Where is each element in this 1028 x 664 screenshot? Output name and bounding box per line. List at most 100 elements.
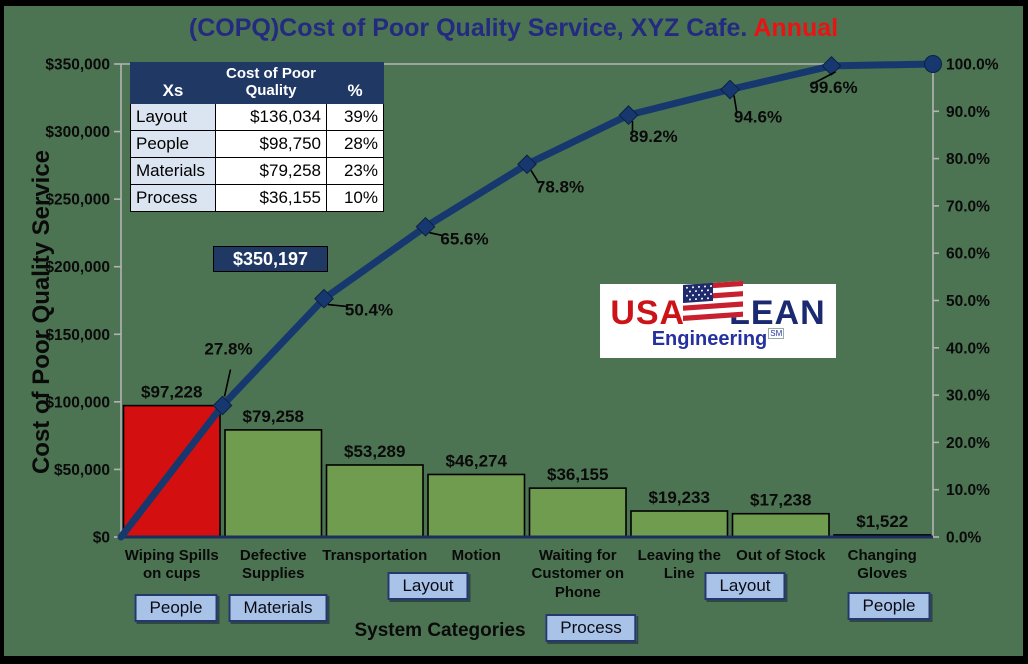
pct-callout-line [733,95,738,114]
bar-value-label: $53,289 [344,442,405,461]
x-tick-label-line: Waiting for [538,547,617,564]
chart-title-text: (COPQ)Cost of Poor Quality Service, XYZ … [188,14,754,42]
y-tick-label: $200,000 [45,259,110,276]
y2-tick-label: 30.0% [946,388,990,405]
category-tag-process-4: Process [545,614,637,642]
table-row: Materials $79,258 23% [130,156,384,185]
bar-5 [528,487,627,538]
bar-7 [731,512,830,538]
x-tick-label-line: Out of Stock [736,547,826,564]
cumulative-pct-label: 78.8% [536,177,584,196]
bar-value-label: $17,238 [750,491,811,510]
inset-summary-table: Xs Cost of Poor Quality % Layout $136,03… [130,62,384,212]
category-tag-layout-5: Layout [704,572,786,600]
cell-x-materials: Materials [130,156,216,185]
bar-6 [630,510,729,538]
cumulative-pct-label: 94.6% [734,108,782,127]
bar-4 [427,473,526,538]
pct-callout-line [223,369,232,397]
cumulative-marker [517,154,537,175]
inset-table-header-row: Xs Cost of Poor Quality % [130,62,384,104]
x-tick-label-1: Wiping Spills on cups [114,547,230,584]
x-tick-label-3: Transportation [317,547,433,565]
cell-pct-people: 28% [326,129,384,158]
logo-lean-text: LEAN [729,294,826,332]
y2-tick-label: 40.0% [946,340,990,357]
cell-x-process: Process [130,183,216,212]
cumulative-pct-label: 50.4% [345,301,393,320]
logo-row-engineering: Engineering SM [651,327,785,351]
chart-title: (COPQ)Cost of Poor Quality Service, XYZ … [4,14,1023,43]
cell-cost-people: $98,750 [215,129,327,158]
y2-tick-label: 20.0% [946,435,990,452]
x-tick-label-line: Supplies [241,565,305,583]
y2-tick-label: 60.0% [946,246,990,263]
logo-sm-mark: SM [768,327,785,339]
category-tag-people-1: People [134,594,218,622]
cumulative-pct-label: 89.2% [629,127,677,146]
cell-cost-process: $36,155 [215,183,327,212]
pareto-chart-svg: $0 $50,000 $100,000 $150,000 $200,000 $250,00… [45,55,999,547]
cumulative-end-marker [924,55,942,73]
y-tick-label: $350,000 [45,57,110,74]
y-tick-label: $300,000 [45,124,110,141]
x-tick-label-line: Motion [451,547,501,564]
cell-pct-layout: 39% [326,102,384,131]
x-tick-label-line: Gloves [857,565,908,583]
bar-value-label: $79,258 [243,407,304,426]
bar-value-label: $19,233 [649,488,710,507]
logo-row-usa-lean: USA [610,280,826,334]
table-row: Layout $136,034 39% [130,102,384,131]
x-tick-label-line: on cups [142,565,201,583]
x-tick-label-line: Changing [847,547,917,564]
bar-value-label: $1,522 [856,512,908,531]
y-tick-label: $0 [93,530,110,547]
cumulative-pct-label: 99.6% [809,78,857,97]
pct-callout-line [327,303,349,308]
cell-cost-layout: $136,034 [215,102,327,131]
cumulative-pct-label: 27.8% [204,340,252,359]
cell-cost-materials: $79,258 [215,156,327,185]
cell-pct-process: 10% [326,183,384,212]
y-axis-title: Cost of Poor Quality Service [28,149,55,475]
cumulative-marker [212,395,233,416]
y-tick-label: $100,000 [45,394,110,411]
y-tick-label: $50,000 [54,462,110,479]
x-tick-label-6: Leaving the Line [621,547,737,584]
inset-header-copq: Cost of Poor Quality [215,62,327,104]
x-tick-label-line: Transportation [322,547,428,564]
y-tick-label: $150,000 [45,327,110,344]
x-tick-label-8: Changing Gloves [824,547,940,584]
x-tick-label-line: Defective [239,547,307,564]
x-tick-label-4: Motion [418,547,534,565]
cumulative-pct-label: 65.6% [440,230,488,249]
cell-x-layout: Layout [130,102,216,131]
us-flag-icon [683,280,747,330]
y2-tick-label: 0.0% [946,530,982,547]
inset-table-total: $350,197 [213,246,328,272]
bar-2 [224,429,323,538]
cumulative-marker [618,105,639,125]
inset-header-xs: Xs [130,62,216,104]
x-tick-label-line: Leaving the [637,547,721,564]
table-row: People $98,750 28% [130,129,384,158]
category-tag-layout-3: Layout [387,572,469,600]
x-tick-label-2: Defective Supplies [215,547,331,584]
cumulative-marker [314,288,334,309]
logo-engineering-text: Engineering [651,327,768,350]
bar-3 [325,464,424,538]
y2-tick-label: 50.0% [946,293,990,310]
bar-value-label: $46,274 [446,451,508,470]
x-tick-label-line: Customer on [531,565,624,583]
x-axis-title: System Categories [354,620,526,641]
x-tick-label-line: Wiping Spills [124,547,219,564]
bar-value-label: $97,228 [141,383,202,402]
table-row: Process $36,155 10% [130,183,384,212]
x-tick-label-line: Line [663,565,695,583]
y2-tick-label: 70.0% [946,198,990,215]
cumulative-marker [821,55,842,76]
y-tick-label: $250,000 [45,192,110,209]
usa-lean-logo: USA [600,280,836,358]
cell-pct-materials: 23% [326,156,384,185]
